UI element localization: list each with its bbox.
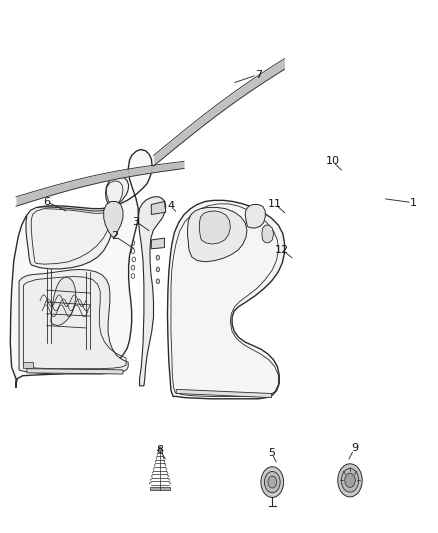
Circle shape [132,257,136,262]
Text: 12: 12 [275,245,290,255]
Polygon shape [151,238,164,249]
Circle shape [196,394,198,398]
Circle shape [180,393,183,397]
Ellipse shape [237,349,254,361]
Circle shape [20,332,23,337]
Polygon shape [176,390,272,398]
Circle shape [222,394,225,398]
Polygon shape [150,487,170,490]
Text: 9: 9 [351,443,358,454]
Text: 7: 7 [255,69,262,79]
Circle shape [174,332,220,393]
Circle shape [20,320,23,325]
Circle shape [265,472,280,492]
Text: 11: 11 [268,199,282,209]
Circle shape [341,469,359,492]
Polygon shape [23,362,33,368]
Polygon shape [26,177,129,269]
Circle shape [131,273,135,278]
Text: 4: 4 [167,201,174,211]
Polygon shape [187,207,247,262]
Polygon shape [27,369,123,374]
Polygon shape [199,211,230,244]
Text: 6: 6 [43,197,50,206]
Text: 2: 2 [111,231,118,241]
Polygon shape [104,201,123,237]
Circle shape [131,265,135,270]
Text: 1: 1 [410,198,417,208]
Circle shape [20,309,23,313]
Text: 5: 5 [268,448,275,457]
Circle shape [345,473,355,487]
Polygon shape [19,270,128,374]
Circle shape [20,356,23,360]
Circle shape [268,393,271,397]
Circle shape [131,249,135,254]
Polygon shape [139,197,166,386]
Polygon shape [245,205,265,228]
Text: 8: 8 [156,445,164,455]
Polygon shape [157,447,162,451]
Text: 10: 10 [325,156,339,166]
Polygon shape [151,201,166,214]
Polygon shape [262,225,274,243]
Polygon shape [167,200,285,399]
Circle shape [20,344,23,349]
Circle shape [131,240,135,245]
Circle shape [338,464,362,497]
Circle shape [25,350,41,372]
Polygon shape [11,150,152,387]
Circle shape [248,394,251,398]
Polygon shape [51,277,76,326]
Circle shape [180,340,214,385]
Circle shape [156,267,159,272]
Circle shape [156,255,159,260]
Circle shape [261,467,284,497]
Text: 3: 3 [133,216,140,227]
Circle shape [268,476,277,488]
Circle shape [156,279,159,284]
